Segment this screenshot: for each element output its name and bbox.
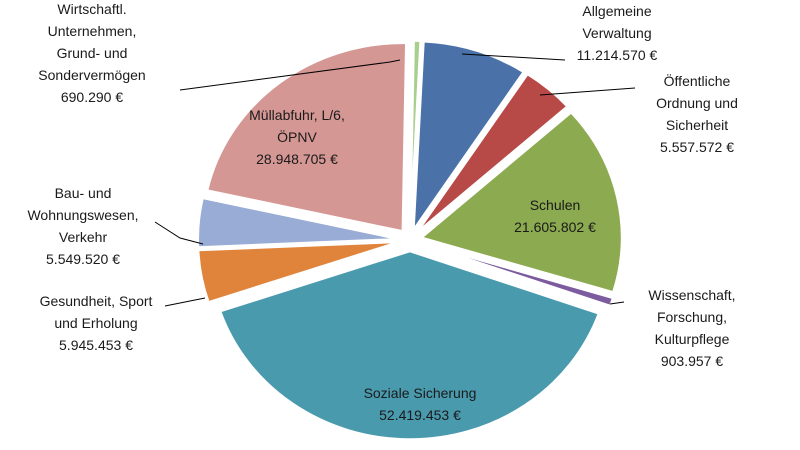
slice-name: Forschung, <box>657 309 727 325</box>
slice-value: 11.214.570 € <box>577 47 658 63</box>
slice-name: Schulen <box>530 197 581 213</box>
slice-label: Öffentliche Ordnung und Sicherheit 5.557.57… <box>656 72 738 155</box>
slice-name: Gesundheit, Sport <box>40 293 153 309</box>
slice-value: 52.419.453 € <box>379 407 461 423</box>
slice-name: Öffentliche <box>664 72 731 89</box>
leader-line <box>154 221 204 245</box>
slice-name: und Erholung <box>54 315 137 331</box>
pie-slice <box>417 72 569 233</box>
pie-slice <box>219 250 600 441</box>
slice-name: Bau- und <box>55 185 112 201</box>
pie-slice <box>197 197 399 249</box>
slice-value: 903.957 € <box>661 353 723 369</box>
slice-value: 690.290 € <box>61 89 123 105</box>
slice-label: Schulen 21.605.802 € <box>514 197 596 235</box>
slice-label: Wissenschaft, Forschung, Kulturpflege 903.9… <box>648 287 735 369</box>
slice-name: Allgemeine <box>582 3 651 19</box>
slice-value: 5.549.520 € <box>46 251 120 267</box>
slice-name: Sicherheit <box>666 117 728 133</box>
slice-labels: Allgemeine Verwaltung 11.214.570 € Öffentli… <box>27 1 737 423</box>
slice-label: Allgemeine Verwaltung 11.214.570 € <box>577 3 658 63</box>
pie-slice <box>197 241 399 304</box>
slice-value: 21.605.802 € <box>514 219 596 235</box>
slice-value: 5.557.572 € <box>660 139 734 155</box>
pie-slices <box>197 39 623 441</box>
leader-line <box>164 297 206 307</box>
leader-line <box>609 301 625 305</box>
leader-lines <box>154 53 636 307</box>
slice-label: Soziale Sicherung 52.419.453 € <box>364 385 477 423</box>
slice-name: Wohnungswesen, <box>27 207 138 223</box>
slice-name: Grund- und <box>57 45 128 61</box>
slice-name: Müllabfuhr, L/6, <box>249 107 345 123</box>
slice-label: Müllabfuhr, L/6, ÖPNV 28.948.705 € <box>249 107 345 167</box>
leader-line <box>539 87 636 96</box>
slice-name: Wirtschaftl. <box>57 1 126 17</box>
slice-value: 28.948.705 € <box>256 151 338 167</box>
pie-slice <box>409 39 422 229</box>
slice-name: Unternehmen, <box>48 23 137 39</box>
leader-line <box>179 59 401 91</box>
pie-slice <box>421 242 615 307</box>
slice-label: Bau- und Wohnungswesen, Verkehr 5.549.520 € <box>27 185 138 267</box>
slice-name: Verkehr <box>59 229 108 245</box>
slice-value: 5.945.453 € <box>59 337 133 353</box>
slice-name: Kulturpflege <box>655 331 730 347</box>
pie-slice <box>419 111 623 294</box>
pie-slice <box>206 42 408 233</box>
slice-name: Soziale Sicherung <box>364 385 477 401</box>
slice-name: ÖPNV <box>277 128 317 145</box>
slice-name: Verwaltung <box>582 25 651 41</box>
slice-name: Wissenschaft, <box>648 287 735 303</box>
slice-name: Ordnung und <box>656 95 738 111</box>
leader-line <box>461 53 566 61</box>
slice-label: Gesundheit, Sport und Erholung 5.945.453 € <box>40 293 153 353</box>
slice-name: Sondervermögen <box>38 67 145 83</box>
pie-slice <box>412 40 525 233</box>
slice-label: Wirtschaftl. Unternehmen, Grund- und Sonder… <box>38 1 145 105</box>
